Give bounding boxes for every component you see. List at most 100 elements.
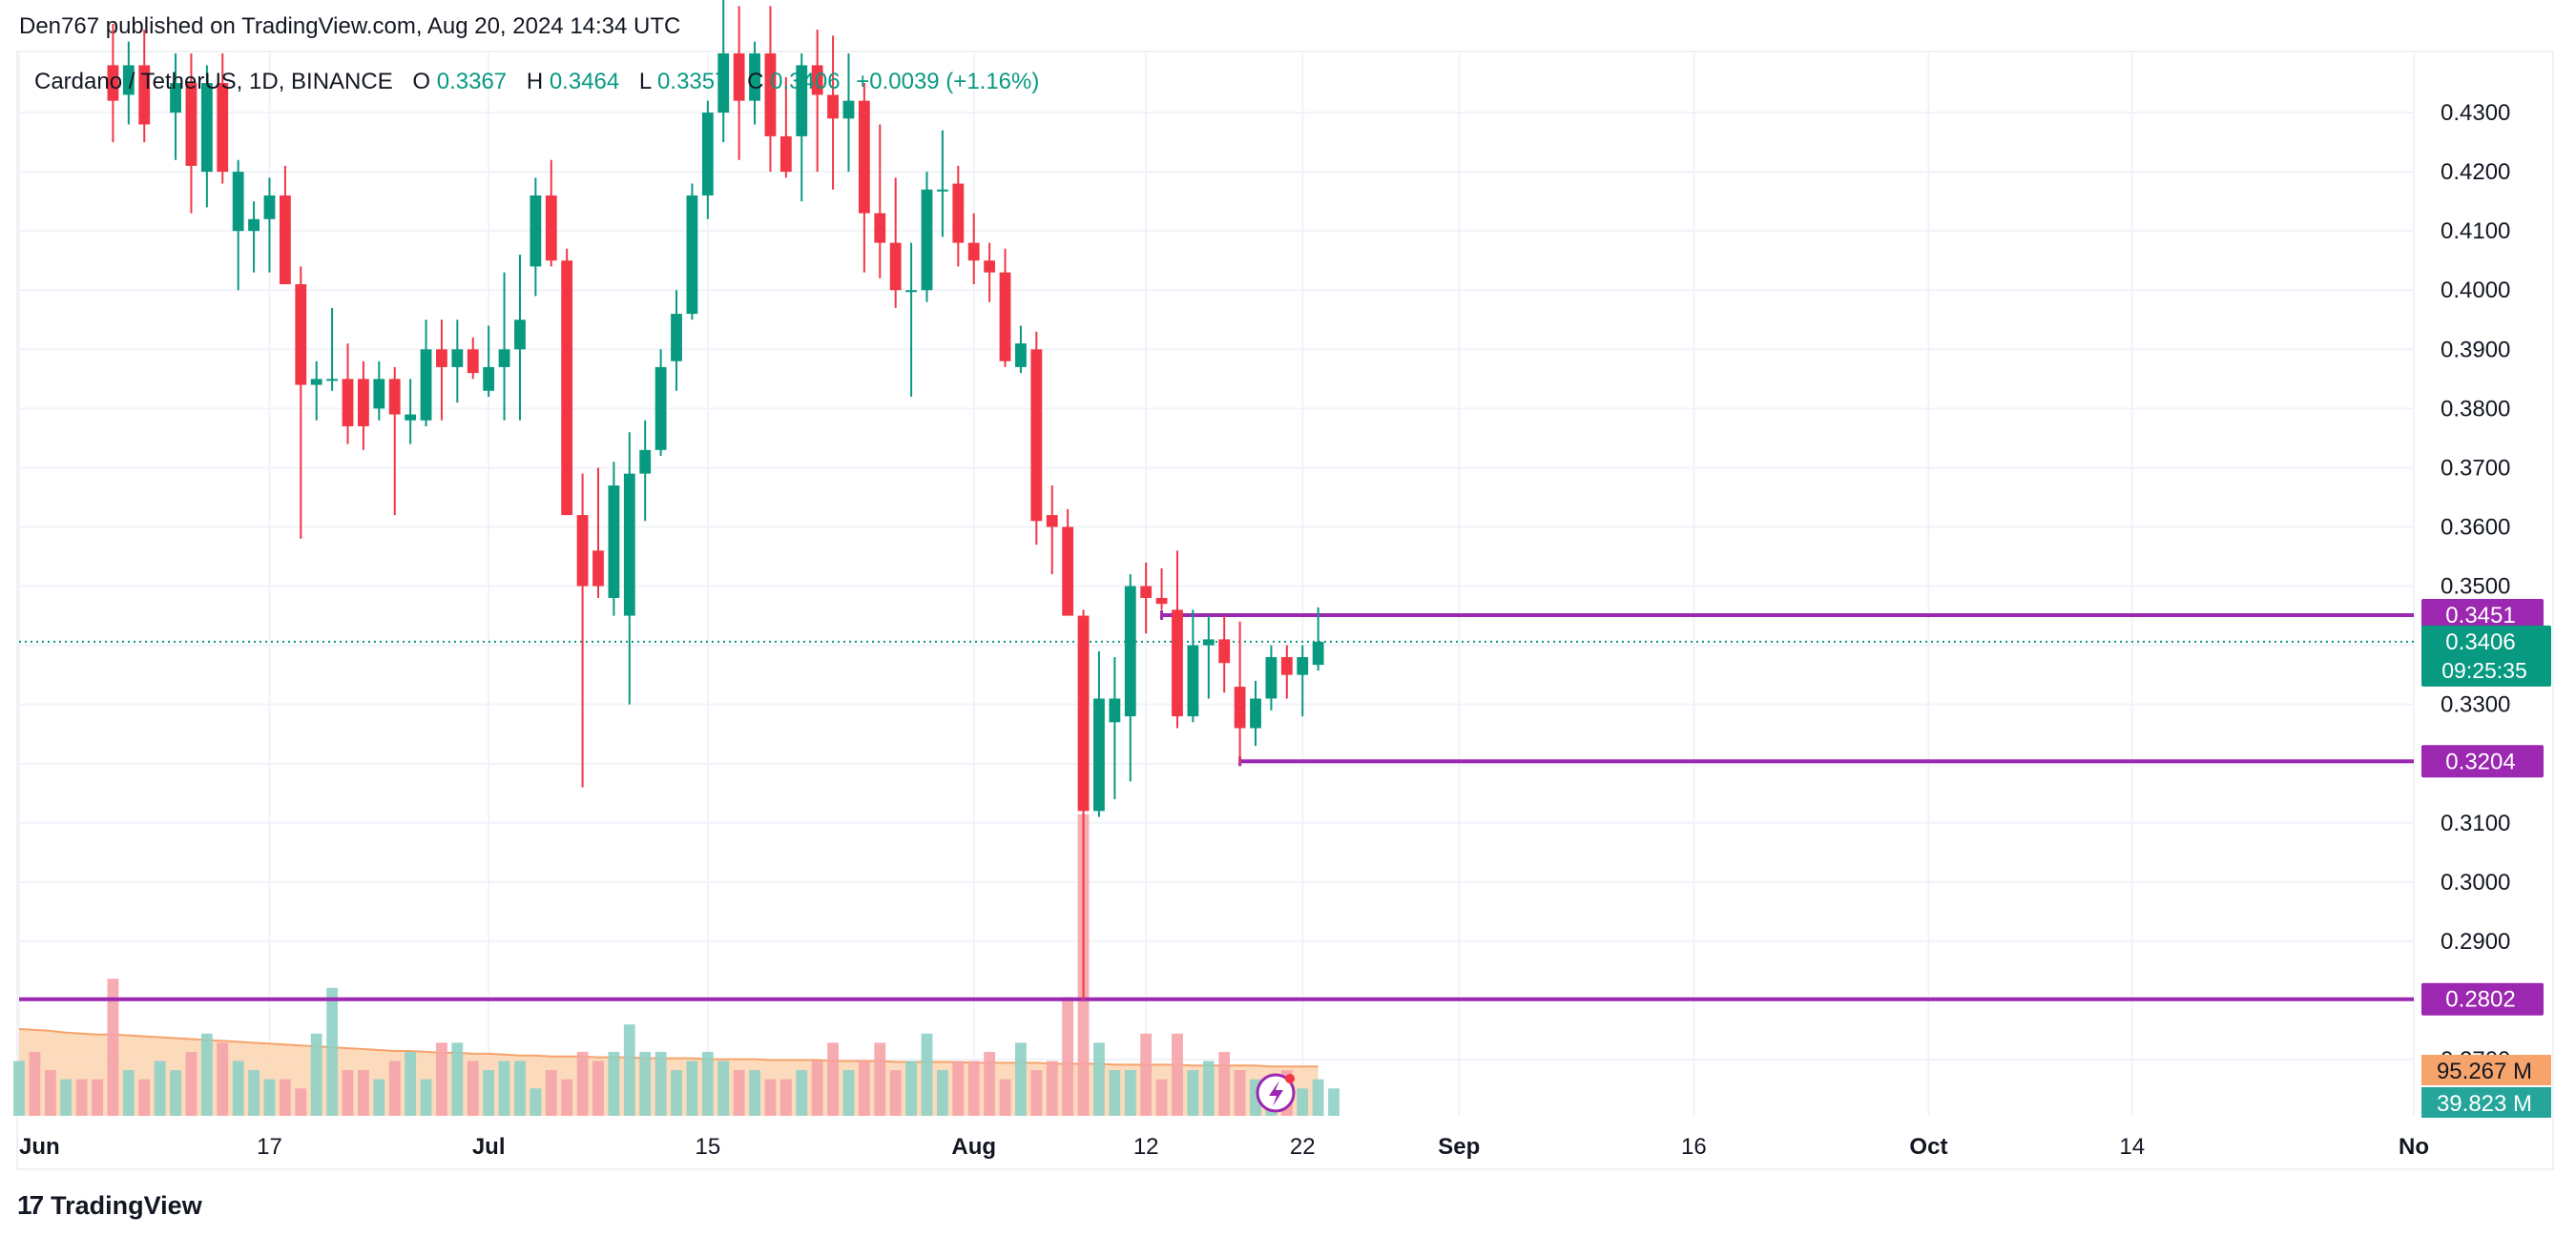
candle [122,41,135,125]
lightning-replay-icon[interactable] [1256,1073,1296,1113]
svg-text:Cardano / TetherUS, 1D, BINANC: Cardano / TetherUS, 1D, BINANCE O 0.3367… [34,69,1039,94]
volume-bar [1312,1079,1324,1116]
candle-body [1187,645,1199,717]
candle-body [952,183,965,243]
volume-bar [138,1079,151,1116]
candle [592,467,604,598]
tradingview-logo[interactable]: 17 TradingView [17,1190,202,1221]
candle-body [1234,687,1246,729]
volume-bar [686,1061,698,1116]
candle-body [263,195,276,219]
volume-bar [514,1061,526,1116]
volume-bar [13,1061,25,1116]
candle [1124,574,1136,782]
candle-body [436,349,447,367]
candle [1250,680,1261,747]
volume-bar [451,1042,464,1116]
volume-bar [1172,1033,1183,1116]
candle [749,41,760,125]
volume-bar [1250,1079,1261,1116]
candle [1015,325,1027,374]
volume-bar [967,1061,980,1116]
volume-bar [608,1051,620,1116]
candle-body [514,319,526,350]
x-tick-label: 12 [1133,1134,1159,1160]
candle [514,255,526,421]
candle [1062,508,1074,616]
candle-body [858,100,870,214]
last-price-badge: 0.3406 09:25:35 [2421,625,2551,687]
volume-bar [1328,1088,1340,1116]
level-badge-text: 0.2802 [2445,987,2515,1013]
volume-bar [483,1070,495,1116]
volume-bar [1202,1061,1215,1116]
volume-bar [842,1070,855,1116]
candle [827,35,839,190]
x-tick-label: Jul [472,1134,506,1160]
candle [217,53,229,184]
volume-bar [107,978,119,1116]
candle [498,272,510,421]
volume-bar [921,1033,933,1116]
candle-body [1124,586,1136,717]
candle-body [796,65,808,136]
candle-body [592,550,604,587]
candle [952,165,965,267]
candle-body [764,53,777,136]
candle-body [1280,657,1293,675]
x-tick-label: 17 [257,1134,282,1160]
candle-body [185,83,197,166]
candle-body [107,65,119,101]
candle-body [1030,349,1043,522]
candle [1155,567,1168,610]
candle [405,379,417,444]
volume-bar [1093,1042,1105,1116]
publisher-caption: Den767 published on TradingView.com, Aug… [19,13,681,39]
candle-body [1046,515,1058,527]
candle-body [358,379,369,426]
candle-body [889,242,902,291]
volume-bar [358,1070,369,1116]
candle [248,201,260,273]
candle-body [811,65,823,95]
candles [107,0,1324,1000]
candle-body [717,53,730,113]
candle [733,6,745,160]
volume-bar [498,1061,510,1116]
volume-bar [373,1079,385,1116]
volume-bar [185,1051,197,1116]
candle-body [295,284,307,385]
volume-bar [29,1051,41,1116]
x-tick-label: 16 [1681,1134,1707,1160]
candle [1140,562,1153,634]
y-tick-label: 0.3500 [2441,574,2510,600]
candle-body [1250,698,1261,729]
volume-ma-area [19,1028,1319,1116]
candle-body [1265,657,1278,699]
legend-close-label: C [747,69,763,94]
volume-bar [858,1061,870,1116]
candle-body [232,172,244,232]
x-tick-label: Aug [951,1134,996,1160]
candle-body [405,414,417,421]
chart-frame [16,51,2554,1170]
volume-bar [592,1061,604,1116]
volume-bar [1234,1070,1246,1116]
candle [671,290,682,391]
candle [107,23,119,143]
candle [1046,485,1058,575]
volume-current-badge-bg [2421,1087,2551,1118]
candle-body [671,314,682,361]
y-tick-label: 0.3100 [2441,811,2510,836]
volume-bar [326,987,339,1116]
y-tick-label: 0.3000 [2441,870,2510,896]
volume-bar [937,1070,948,1116]
legend-high-label: H [527,69,543,94]
legend-change: +0.0039 (+1.16%) [856,69,1039,94]
volume-bar [749,1070,760,1116]
candle-body [483,366,495,391]
x-tick-label: 15 [695,1134,720,1160]
candle [874,124,886,278]
candle-body [545,195,557,261]
